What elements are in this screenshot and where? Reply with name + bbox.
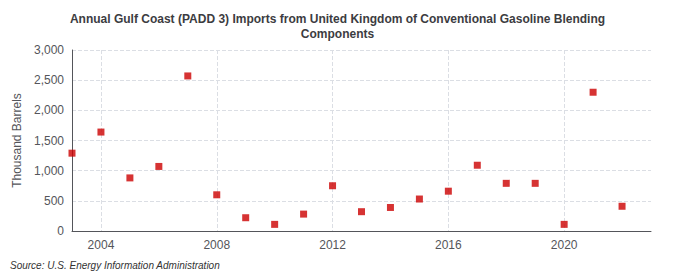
svg-text:3,000: 3,000 [34,43,64,57]
svg-text:2012: 2012 [319,238,346,252]
svg-text:2016: 2016 [435,238,462,252]
svg-text:1,500: 1,500 [34,134,64,148]
svg-text:Components: Components [301,27,375,41]
svg-text:2,000: 2,000 [34,103,64,117]
svg-text:500: 500 [44,194,64,208]
svg-text:Annual Gulf Coast (PADD 3) Imp: Annual Gulf Coast (PADD 3) Imports from … [70,12,605,26]
svg-text:0: 0 [57,224,64,238]
svg-text:1,000: 1,000 [34,164,64,178]
svg-text:2020: 2020 [551,238,578,252]
svg-text:2004: 2004 [88,238,115,252]
svg-text:2,500: 2,500 [34,73,64,87]
svg-text:Thousand Barrels: Thousand Barrels [10,93,24,188]
svg-text:2008: 2008 [203,238,230,252]
svg-text:Source: U.S. Energy Informatio: Source: U.S. Energy Information Administ… [10,260,220,271]
